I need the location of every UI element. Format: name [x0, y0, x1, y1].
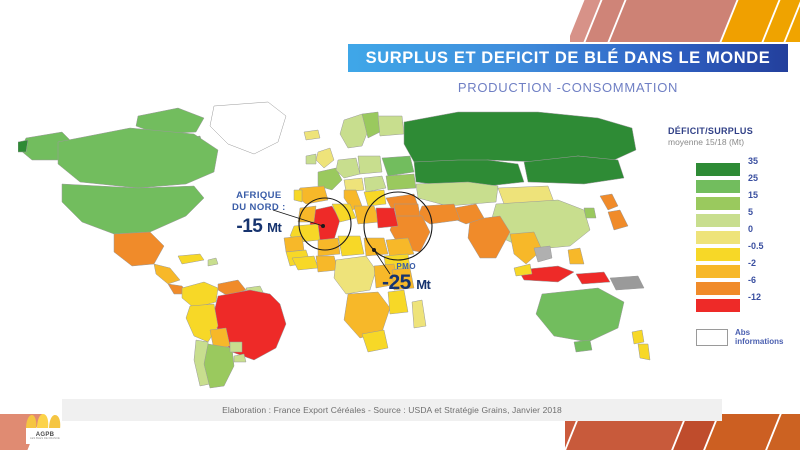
legend-no-data-swatch [696, 328, 728, 346]
agpb-badge: AGPB LES BLÉS DE FRANCE [26, 428, 64, 444]
legend-no-data-label-2: informations [735, 337, 784, 347]
callout-circle-pmo [363, 191, 433, 261]
callout-north-africa-label-2: DU NORD : [232, 201, 286, 213]
callout-north-africa-label-1: AFRIQUE [236, 190, 282, 201]
title-banner: SURPLUS ET DEFICIT DE BLÉ DANS LE MONDE [348, 44, 788, 72]
legend-swatch [696, 248, 740, 261]
callout-pmo: PMO -25 Mt [382, 262, 431, 295]
legend-entry: 0 [696, 224, 798, 246]
legend-swatch [696, 265, 740, 278]
legend-swatch [696, 282, 740, 295]
legend-value-label: 15 [748, 190, 759, 200]
legend-swatch [696, 163, 740, 176]
legend-value-label: -0.5 [748, 241, 764, 251]
legend-no-data: Abs informations [668, 328, 798, 346]
legend-entry: -2 [696, 258, 798, 280]
callout-pmo-label: PMO [396, 262, 417, 271]
legend-entry: -12 [696, 292, 798, 314]
legend-value-label: -2 [748, 258, 757, 268]
legend-entry: -6 [696, 275, 798, 297]
legend-entry: 15 [696, 190, 798, 212]
logo-tagline: LES BLÉS DE FRANCE [30, 436, 60, 440]
callout-pmo-unit: Mt [416, 277, 431, 292]
map-legend: DÉFICIT/SURPLUS moyenne 15/18 (Mt) 35 25 1… [668, 126, 798, 346]
callout-circle-north-africa [298, 197, 352, 251]
legend-swatch [696, 231, 740, 244]
world-map-svg [18, 101, 651, 389]
legend-swatch [696, 180, 740, 193]
page-title: SURPLUS ET DEFICIT DE BLÉ DANS LE MONDE [365, 48, 771, 67]
logo-name: AGPB [35, 431, 55, 438]
legend-swatch [696, 197, 740, 210]
legend-entry: 35 [696, 156, 798, 178]
legend-scale: 35 25 15 5 0 -0.5 -2 -6 -12 [668, 156, 798, 314]
legend-value-label: 25 [748, 173, 759, 183]
page-subtitle: PRODUCTION -CONSOMMATION [457, 80, 679, 95]
wheat-icon [26, 414, 61, 429]
source-text: Elaboration : France Export Céréales - S… [222, 405, 562, 415]
world-map [18, 98, 658, 393]
legend-value-label: 35 [748, 156, 759, 166]
top-right-decoration [570, 0, 800, 42]
callout-north-africa-value: -15 [236, 215, 263, 237]
legend-value-label: 5 [748, 207, 754, 217]
legend-value-label: 0 [748, 224, 754, 234]
callout-north-africa-unit: Mt [267, 219, 282, 235]
legend-entry: 5 [696, 207, 798, 229]
callout-north-africa: AFRIQUE DU NORD : -15 Mt [232, 190, 286, 238]
legend-value-label: -12 [748, 292, 762, 302]
legend-swatch [696, 214, 740, 227]
legend-entry: 25 [696, 173, 798, 195]
source-footer: Elaboration : France Export Céréales - S… [62, 399, 722, 421]
legend-entry: -0.5 [696, 241, 798, 263]
legend-title: DÉFICIT/SURPLUS [668, 126, 754, 136]
legend-no-data-label-1: Abs [735, 328, 751, 337]
legend-value-label: -6 [748, 275, 757, 285]
agpb-logo: AGPB LES BLÉS DE FRANCE [18, 414, 72, 448]
legend-subtitle: moyenne 15/18 (Mt) [668, 137, 745, 147]
callout-pmo-value: -25 [382, 271, 411, 294]
legend-swatch [696, 299, 740, 312]
